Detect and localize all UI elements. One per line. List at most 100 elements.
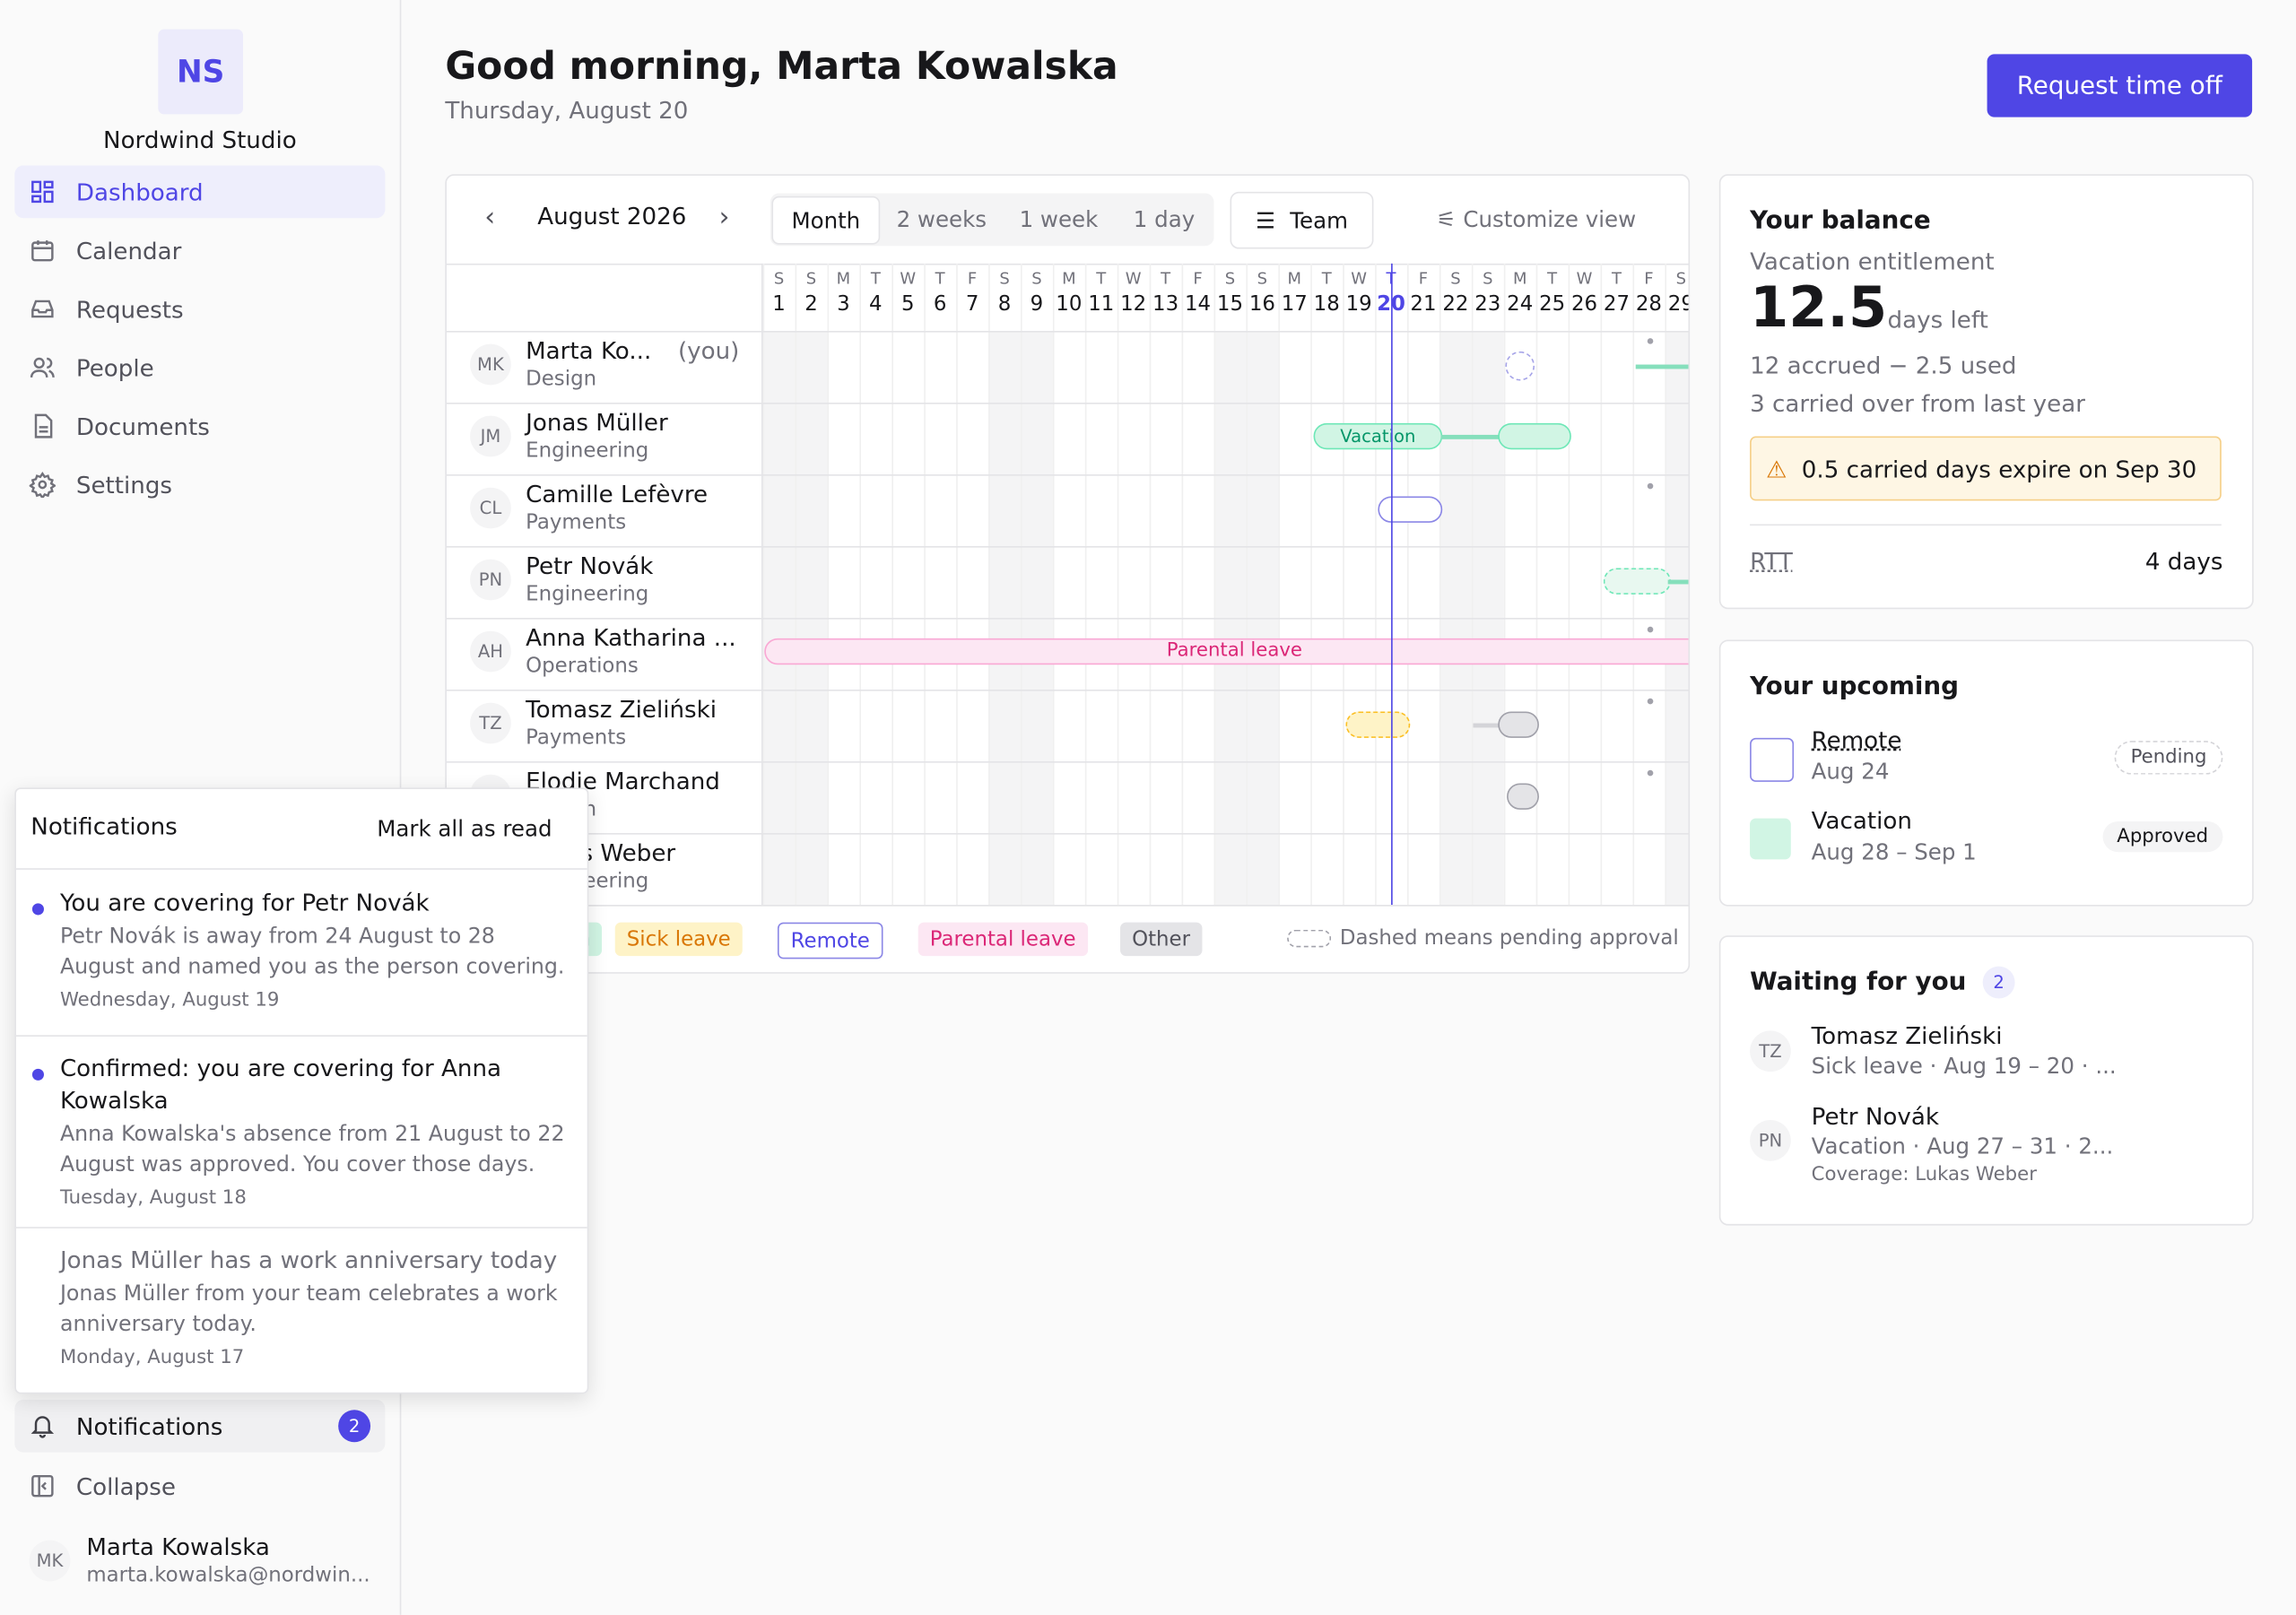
weekday: F xyxy=(967,269,978,289)
member-name: Jonas Müller xyxy=(526,408,668,437)
grid-line xyxy=(1310,263,1312,906)
card-title: Your upcoming xyxy=(1750,672,1960,702)
today-line xyxy=(1391,263,1393,906)
member-dept: Engineering xyxy=(526,582,649,606)
weekday: T xyxy=(1547,269,1558,289)
day: 19 xyxy=(1345,292,1372,317)
legend-item: Parental leave xyxy=(918,922,1088,957)
grid-line xyxy=(1213,263,1216,906)
day: 1 xyxy=(772,292,786,317)
event xyxy=(1473,723,1500,728)
team-filter[interactable]: ☰ Team xyxy=(1230,191,1374,249)
days: 12.5 xyxy=(1750,274,1888,340)
nav-item[interactable]: Calendar xyxy=(14,224,385,277)
upcoming-card: Your upcoming Remote Aug 24 Pending Vacatio… xyxy=(1718,639,2254,907)
member-name: Camille Lefèvre xyxy=(526,480,709,508)
view-option[interactable]: Month xyxy=(771,195,881,245)
note: Dashed means pending approval xyxy=(1339,926,1679,951)
day: 16 xyxy=(1248,292,1275,317)
member-name: Marta Ko... xyxy=(526,336,652,365)
event xyxy=(1440,434,1500,439)
event xyxy=(1667,579,1689,585)
org-name: Nordwind Studio xyxy=(103,126,297,154)
member-dept: Payments xyxy=(526,725,627,750)
nav-item[interactable]: People xyxy=(14,341,385,394)
member-name: Petr Novák xyxy=(526,551,654,580)
event xyxy=(1647,626,1654,633)
day: 15 xyxy=(1216,292,1244,317)
event xyxy=(1505,351,1535,381)
mark-all[interactable]: Mark all as read xyxy=(377,815,552,842)
calendar-card: ‹ August 2026 › ☰ Team ⚟ Customize view D… xyxy=(445,174,1691,974)
user-email: marta.kowalska@nordwin... xyxy=(86,1563,370,1587)
nav-item[interactable]: Dashboard xyxy=(14,165,386,219)
grid-line xyxy=(795,263,797,906)
popup-title: Notifications xyxy=(30,812,178,841)
event xyxy=(1507,783,1539,810)
member-name: Anna Katharina ... xyxy=(526,623,736,652)
member-dept: Design xyxy=(526,367,597,391)
request-button[interactable]: Request time off xyxy=(1987,54,2253,117)
day: 12 xyxy=(1120,292,1147,317)
divider xyxy=(15,1035,587,1037)
member-dept: Engineering xyxy=(526,438,649,463)
weekday: W xyxy=(1351,269,1368,289)
view-option[interactable]: 2 weeks xyxy=(896,205,987,232)
greeting: Good morning, Marta Kowalska xyxy=(445,45,1118,90)
grid-line xyxy=(891,263,893,906)
collapse[interactable]: Collapse xyxy=(14,1460,385,1513)
prev[interactable]: ‹ xyxy=(484,202,496,233)
grid-line xyxy=(1181,263,1184,906)
nav-item[interactable]: Documents xyxy=(14,400,385,453)
weekday: S xyxy=(1483,269,1493,289)
nav-label: Dashboard xyxy=(75,178,204,206)
pending-note: Dashed means pending approval xyxy=(1287,926,1679,951)
day: 26 xyxy=(1571,292,1598,317)
avatar: PN xyxy=(1750,1120,1791,1161)
notifications-nav[interactable]: Notifications 2 xyxy=(14,1399,386,1453)
count: 2 xyxy=(1982,966,2015,999)
name: Tomasz Zieliński xyxy=(1811,1021,2003,1050)
grid-line xyxy=(956,263,958,906)
nav-item[interactable]: Requests xyxy=(14,282,385,335)
divider xyxy=(446,330,1689,333)
nav-item[interactable]: Settings xyxy=(14,458,385,511)
day: 21 xyxy=(1410,292,1437,317)
weekday: W xyxy=(1576,269,1593,289)
legend-item: Sick leave xyxy=(614,922,743,957)
legend-item: Remote xyxy=(777,922,883,959)
customize[interactable]: ⚟ Customize view xyxy=(1436,206,1637,233)
weekday: F xyxy=(1193,269,1203,289)
weekday: S xyxy=(805,269,817,289)
weekday: S xyxy=(1675,269,1687,289)
accrued: 12 accrued − 2.5 used xyxy=(1750,351,2017,379)
day: 7 xyxy=(965,292,979,317)
nav-label: Settings xyxy=(75,470,173,499)
next[interactable]: › xyxy=(718,202,730,233)
weekday: S xyxy=(1224,269,1236,289)
weekday: F xyxy=(1644,269,1654,289)
day: 29 xyxy=(1667,292,1689,317)
row-line xyxy=(446,402,1689,404)
view-option[interactable]: 1 week xyxy=(1019,205,1099,232)
view-option[interactable]: 1 day xyxy=(1133,205,1196,232)
grid-line xyxy=(1052,263,1055,906)
divider xyxy=(15,1227,587,1229)
weekday: T xyxy=(1096,269,1107,289)
nav-label: Collapse xyxy=(75,1472,176,1500)
row-line xyxy=(446,617,1689,620)
event xyxy=(1498,711,1539,738)
avatar: JM xyxy=(470,415,511,457)
notif-title: Confirmed: you are covering for Anna Kow… xyxy=(59,1054,502,1115)
warning-text: 0.5 carried days expire on Sep 30 xyxy=(1801,454,2197,482)
detail: Sick leave · Aug 19 – 20 · ... xyxy=(1811,1052,2117,1080)
weekday: M xyxy=(1287,269,1302,289)
weekday: T xyxy=(1375,269,1407,288)
weekday: M xyxy=(1512,269,1527,289)
weekday: T xyxy=(1321,269,1332,289)
row-line xyxy=(446,473,1689,476)
row-line xyxy=(446,690,1689,691)
avatar: TZ xyxy=(1750,1030,1791,1072)
day: 8 xyxy=(997,292,1012,317)
